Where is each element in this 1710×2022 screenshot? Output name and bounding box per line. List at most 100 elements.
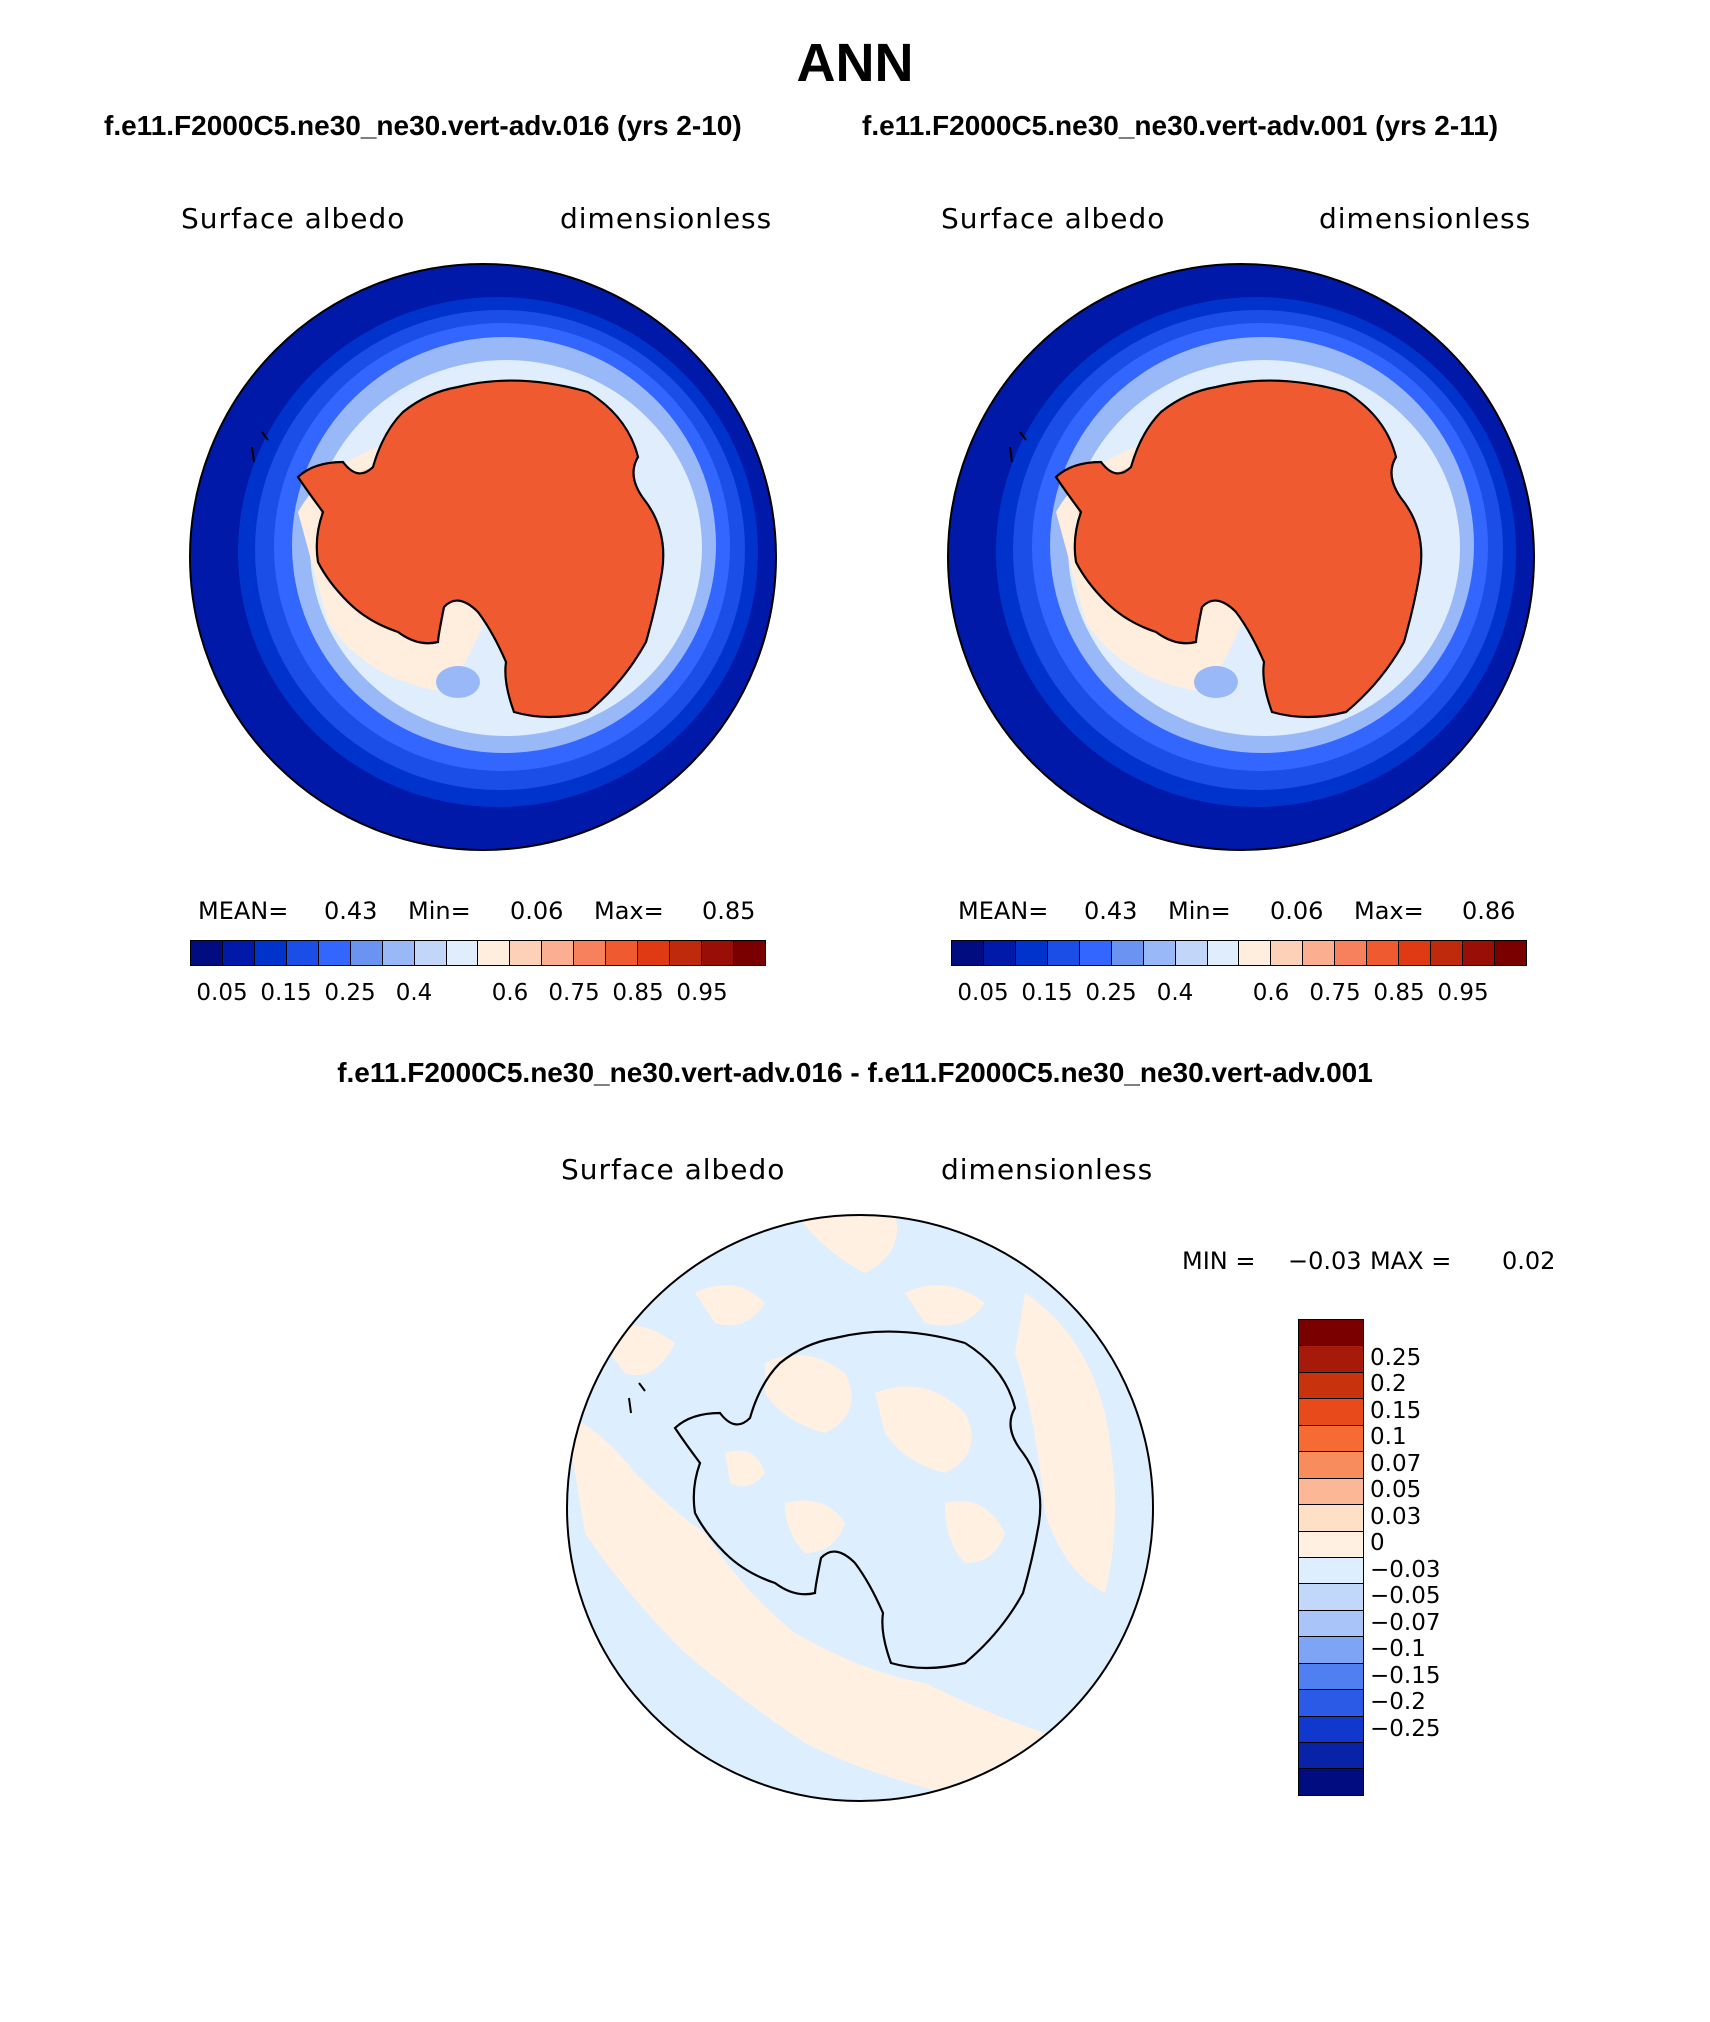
colorbar-tick-label: 0.4: [395, 980, 433, 1006]
panel-2-variable-label: Surface albedo: [941, 202, 1166, 235]
figure-title: ANN: [796, 33, 914, 93]
difference-units-label: dimensionless: [941, 1153, 1154, 1186]
difference-min-label: MIN =: [1182, 1247, 1256, 1275]
colorbar-swatch: [1079, 941, 1112, 965]
panel-1-min-label: Min=: [408, 897, 471, 925]
difference-polar-map: [566, 1214, 1154, 1802]
colorbar-swatch: [1299, 1769, 1363, 1795]
colorbar-tick-label: 0.05: [196, 980, 248, 1006]
difference-coastline: [673, 1330, 1042, 1670]
colorbar-swatch: [733, 941, 765, 965]
colorbar-tick-label: 0.6: [1252, 980, 1290, 1006]
colorbar-tick-label: −0.1: [1370, 1636, 1426, 1663]
panel-2-min-label: Min=: [1168, 897, 1231, 925]
colorbar-swatch: [606, 941, 639, 965]
colorbar-tick-label: 0.07: [1370, 1450, 1422, 1477]
colorbar-swatch: [1239, 941, 1272, 965]
colorbar-swatch: [414, 941, 447, 965]
colorbar-swatch: [1299, 1637, 1363, 1664]
colorbar-tick-label: 0.75: [548, 980, 600, 1006]
difference-max-label: MAX =: [1370, 1247, 1452, 1275]
colorbar-tick-label: −0.05: [1370, 1583, 1441, 1610]
colorbar-tick-label: −0.2: [1370, 1689, 1426, 1716]
colorbar-swatch: [638, 941, 671, 965]
panel-1-mean-value: 0.43: [324, 897, 378, 925]
colorbar-swatch: [1299, 1690, 1363, 1717]
difference-colorbar: [1298, 1319, 1364, 1796]
colorbar-swatch: [382, 941, 415, 965]
colorbar-swatch: [1175, 941, 1208, 965]
colorbar-tick-label: 0.25: [1370, 1344, 1422, 1371]
colorbar-swatch: [1299, 1505, 1363, 1532]
colorbar-swatch: [254, 941, 287, 965]
panel-2-max-value: 0.86: [1462, 897, 1516, 925]
colorbar-swatch: [1299, 1610, 1363, 1638]
colorbar-swatch: [1143, 941, 1176, 965]
colorbar-swatch: [1299, 1716, 1363, 1743]
colorbar-swatch: [983, 941, 1016, 965]
colorbar-tick-label: −0.03: [1370, 1556, 1441, 1583]
colorbar-tick-label: 0.05: [957, 980, 1009, 1006]
panel-2-albedo-contours: [948, 264, 1534, 850]
colorbar-tick-label: 0.85: [612, 980, 664, 1006]
colorbar-tick-label: 0.15: [1370, 1397, 1422, 1424]
colorbar-tick-label: −0.15: [1370, 1662, 1441, 1689]
panel-2-units-label: dimensionless: [1319, 202, 1532, 235]
difference-variable-label: Surface albedo: [561, 1153, 786, 1186]
panel-1-units-label: dimensionless: [560, 202, 773, 235]
panel-1-albedo-contours: [190, 264, 776, 850]
colorbar-swatch: [1299, 1743, 1363, 1770]
colorbar-swatch: [510, 941, 543, 965]
colorbar-tick-label: 0.85: [1373, 980, 1425, 1006]
colorbar-swatch: [1047, 941, 1080, 965]
panel-1-min-value: 0.06: [510, 897, 564, 925]
panel-2-mean-label: MEAN=: [958, 897, 1049, 925]
colorbar-swatch: [1299, 1320, 1363, 1347]
colorbar-tick-label: −0.25: [1370, 1715, 1441, 1742]
colorbar-swatch: [1015, 941, 1048, 965]
panel-1-colorbar-ticks: 0.05 0.15 0.25 0.4 0.6 0.75 0.85 0.95: [190, 980, 766, 1010]
panel-1-mean-label: MEAN=: [198, 897, 289, 925]
colorbar-swatch: [702, 941, 734, 965]
difference-max-value: 0.02: [1502, 1247, 1556, 1275]
panel-1-polar-map: [189, 263, 777, 851]
colorbar-swatch: [191, 941, 223, 965]
colorbar-tick-label: 0.1: [1370, 1424, 1407, 1451]
colorbar-tick-label: 0.03: [1370, 1503, 1422, 1530]
colorbar-swatch: [1299, 1346, 1363, 1373]
panel-1-subtitle: f.e11.F2000C5.ne30_ne30.vert-adv.016 (yr…: [104, 110, 742, 141]
colorbar-tick-label: −0.07: [1370, 1609, 1441, 1636]
colorbar-swatch: [574, 941, 607, 965]
panel-2-polar-map: [947, 263, 1535, 851]
colorbar-swatch: [1299, 1399, 1363, 1426]
colorbar-swatch: [1335, 941, 1368, 965]
colorbar-swatch: [1367, 941, 1400, 965]
panel-2-colorbar-ticks: 0.05 0.15 0.25 0.4 0.6 0.75 0.85 0.95: [951, 980, 1527, 1010]
difference-colorbar-ticks: 0.25 0.2 0.15 0.1 0.07 0.05 0.03 0 −0.03 −0.05 −0.…: [1370, 1319, 1490, 1796]
panel-2-min-value: 0.06: [1270, 897, 1324, 925]
colorbar-tick-label: 0.25: [1085, 980, 1137, 1006]
colorbar-swatch: [1299, 1425, 1363, 1453]
colorbar-swatch: [1299, 1584, 1363, 1611]
colorbar-swatch: [1299, 1531, 1363, 1558]
difference-min-value: −0.03: [1288, 1247, 1362, 1275]
panel-2-max-label: Max=: [1354, 897, 1424, 925]
colorbar-tick-label: 0.25: [324, 980, 376, 1006]
colorbar-tick-label: 0.05: [1370, 1477, 1422, 1504]
colorbar-swatch: [1463, 941, 1495, 965]
colorbar-tick-label: 0.95: [676, 980, 728, 1006]
colorbar-swatch: [286, 941, 319, 965]
colorbar-swatch: [1111, 941, 1144, 965]
colorbar-swatch: [542, 941, 575, 965]
colorbar-swatch: [1399, 941, 1432, 965]
panel-2-coastline: [1054, 379, 1423, 719]
colorbar-tick-label: 0.4: [1156, 980, 1194, 1006]
colorbar-swatch: [1299, 1452, 1363, 1479]
colorbar-swatch: [222, 941, 255, 965]
colorbar-swatch: [318, 941, 351, 965]
colorbar-swatch: [1207, 941, 1240, 965]
colorbar-swatch: [1303, 941, 1336, 965]
colorbar-swatch: [1431, 941, 1463, 965]
colorbar-swatch: [1271, 941, 1304, 965]
panel-1-variable-label: Surface albedo: [181, 202, 406, 235]
